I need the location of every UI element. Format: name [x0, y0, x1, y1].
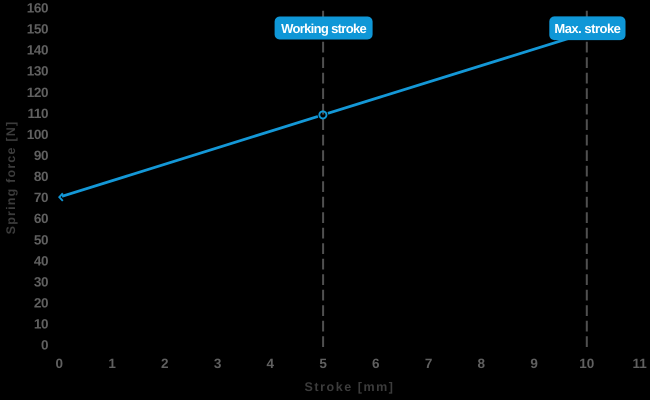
svg-text:110: 110 — [27, 106, 48, 121]
svg-text:100: 100 — [27, 127, 48, 142]
svg-text:60: 60 — [34, 211, 48, 226]
svg-text:20: 20 — [34, 296, 48, 311]
svg-text:Max. stroke: Max. stroke — [554, 21, 620, 36]
svg-text:40: 40 — [34, 253, 48, 268]
svg-text:70: 70 — [34, 190, 48, 205]
svg-text:7: 7 — [425, 356, 433, 371]
svg-text:90: 90 — [34, 148, 48, 163]
svg-text:11: 11 — [632, 356, 647, 371]
svg-text:140: 140 — [27, 43, 48, 58]
svg-text:0: 0 — [56, 356, 64, 371]
svg-text:9: 9 — [530, 356, 538, 371]
svg-text:3: 3 — [214, 356, 222, 371]
svg-text:4: 4 — [267, 356, 275, 371]
svg-text:6: 6 — [372, 356, 380, 371]
svg-text:30: 30 — [34, 274, 48, 289]
svg-text:1: 1 — [108, 356, 116, 371]
svg-text:10: 10 — [579, 356, 594, 371]
svg-text:150: 150 — [27, 22, 48, 37]
svg-text:8: 8 — [478, 356, 486, 371]
svg-text:0: 0 — [41, 338, 48, 353]
svg-text:160: 160 — [27, 1, 48, 16]
svg-text:50: 50 — [34, 232, 48, 247]
svg-text:2: 2 — [161, 356, 169, 371]
svg-text:80: 80 — [34, 169, 48, 184]
svg-text:Spring force [N]: Spring force [N] — [4, 121, 18, 235]
svg-text:130: 130 — [27, 64, 48, 79]
svg-text:Working stroke: Working stroke — [281, 21, 366, 36]
svg-text:Stroke [mm]: Stroke [mm] — [305, 380, 395, 394]
svg-text:5: 5 — [319, 356, 327, 371]
svg-text:10: 10 — [34, 317, 48, 332]
svg-text:120: 120 — [27, 85, 48, 100]
